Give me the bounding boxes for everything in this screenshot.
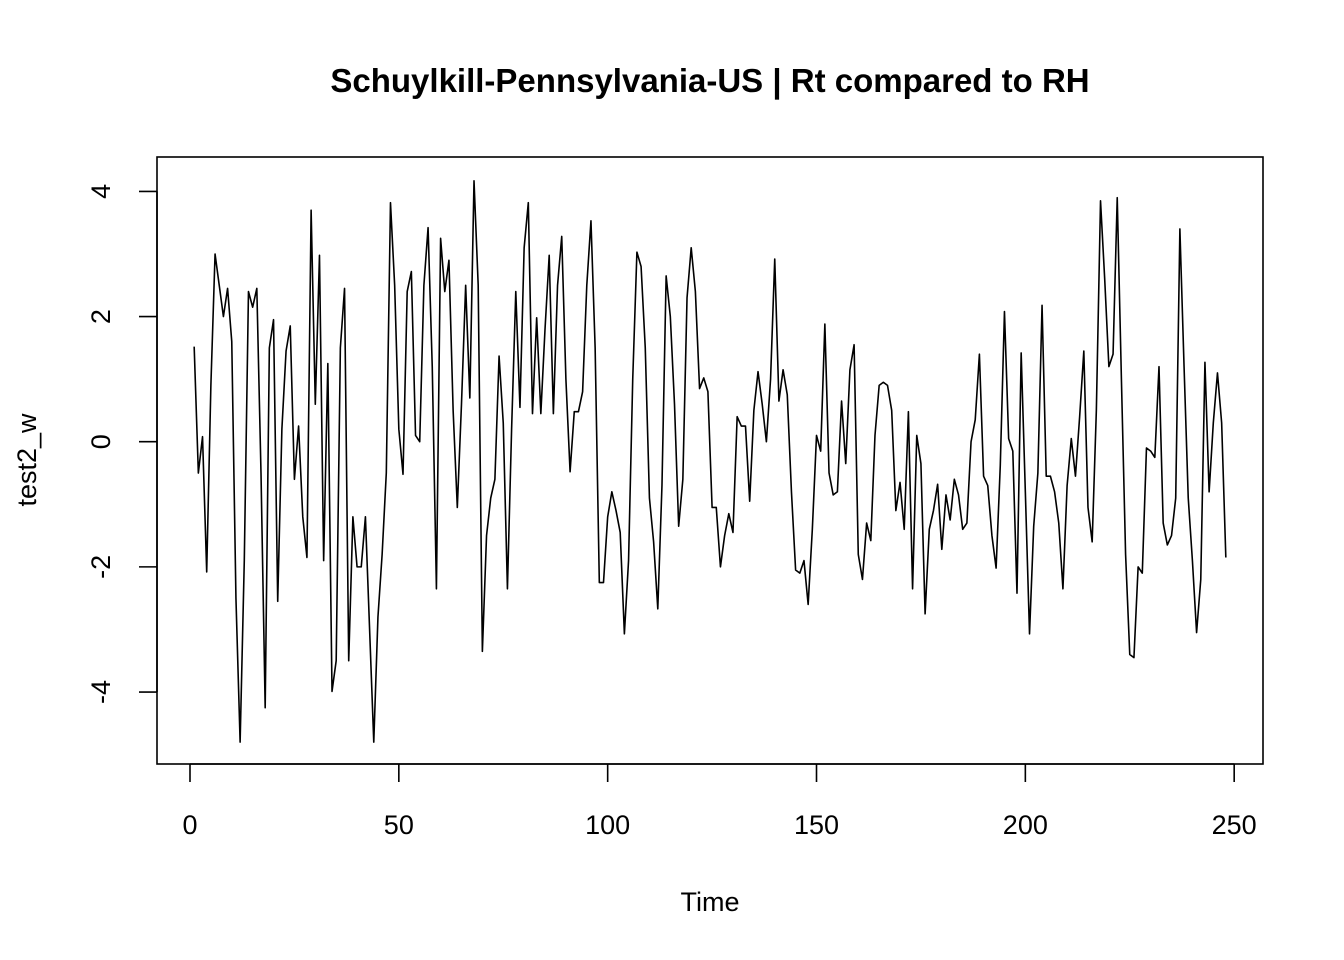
x-tick-label: 250: [1212, 810, 1257, 840]
y-tick-label: 4: [86, 184, 116, 199]
y-tick-label: 2: [86, 309, 116, 324]
y-tick-label: -4: [86, 680, 116, 704]
x-tick-label: 200: [1003, 810, 1048, 840]
x-tick-label: 50: [384, 810, 414, 840]
x-axis: 0 50 100 150 200 250: [182, 764, 1256, 840]
x-axis-label: Time: [681, 887, 740, 917]
y-axis-label: test2_w: [12, 413, 42, 507]
x-tick-label: 150: [794, 810, 839, 840]
y-axis: -4 -2 0 2 4: [86, 184, 157, 704]
y-tick-label: 0: [86, 434, 116, 449]
x-tick-label: 100: [585, 810, 630, 840]
series-line: [194, 181, 1226, 742]
x-tick-label: 0: [182, 810, 197, 840]
series-group: [194, 181, 1226, 742]
chart-title: Schuylkill-Pennsylvania-US | Rt compared…: [330, 62, 1089, 99]
y-tick-label: -2: [86, 555, 116, 579]
